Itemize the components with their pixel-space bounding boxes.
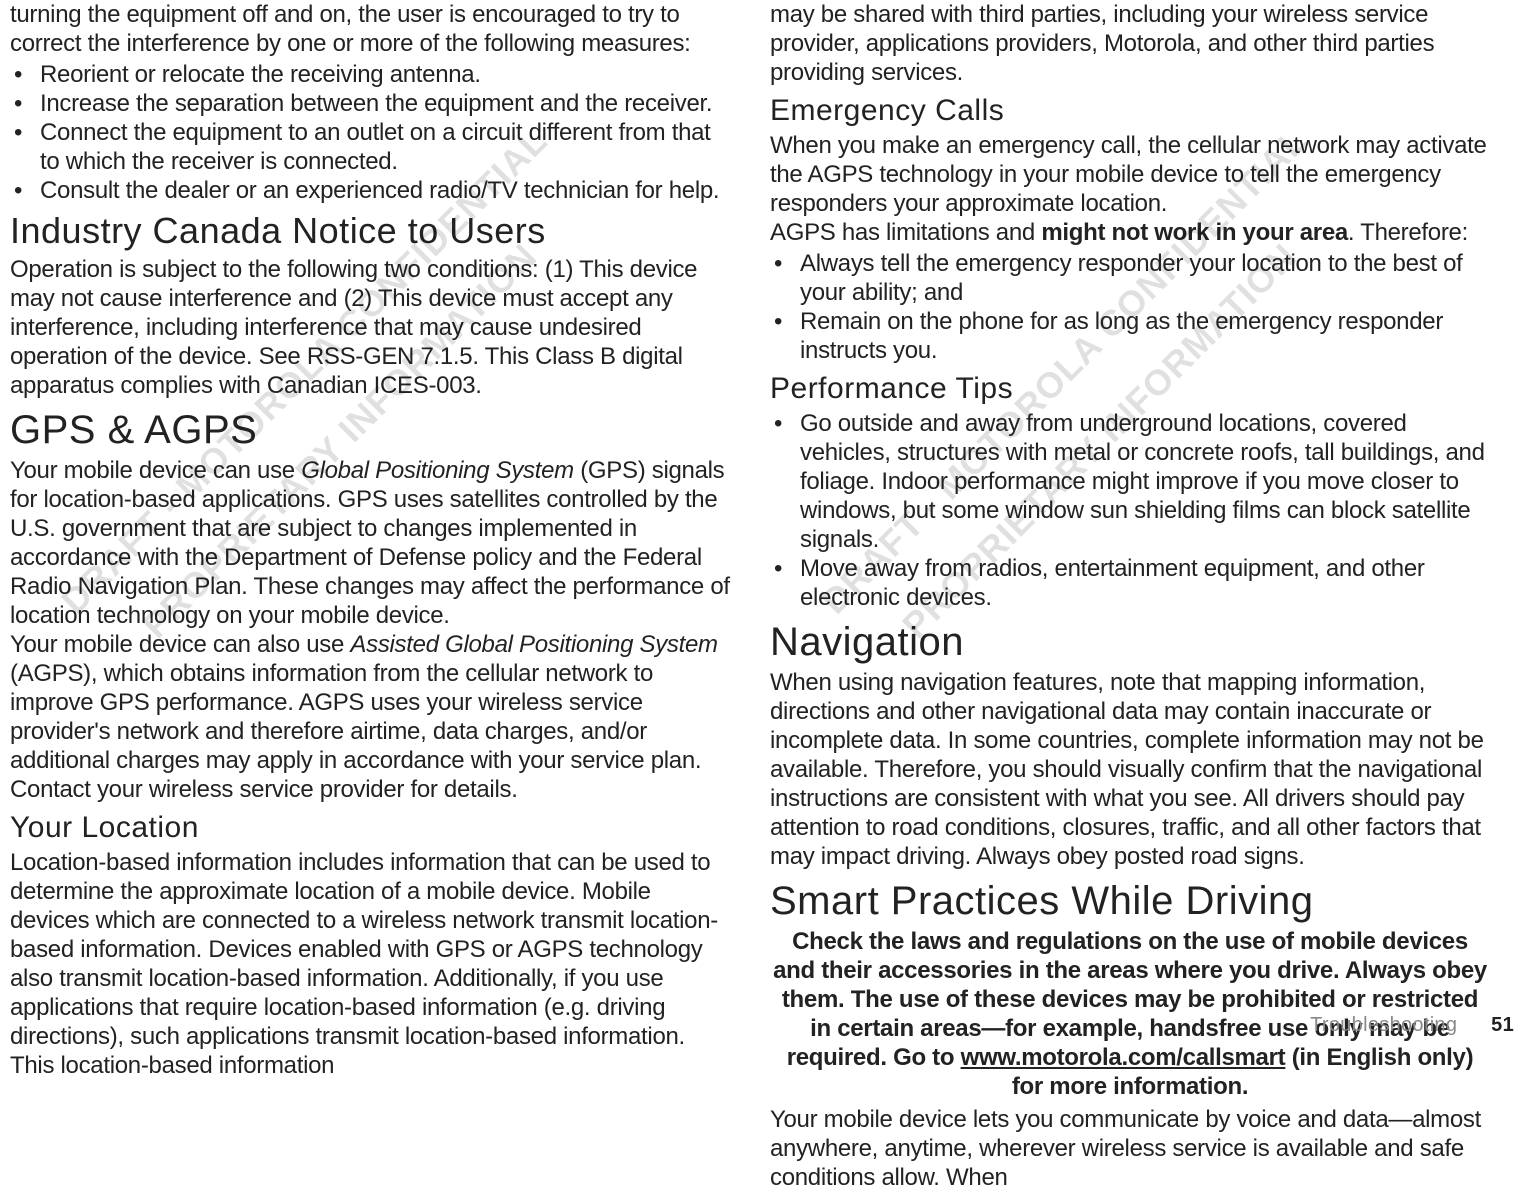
text-span: (AGPS), which obtains information from t…: [10, 660, 701, 803]
text-span-italic: Global Positioning System: [301, 457, 574, 484]
list-item: •Always tell the emergency responder you…: [770, 249, 1490, 307]
list-item: •Increase the separation between the equ…: [10, 89, 730, 118]
list-item: •Connect the equipment to an outlet on a…: [10, 118, 730, 176]
agps-limitations-text: AGPS has limitations and might not work …: [770, 218, 1490, 247]
heading-emergency-calls: Emergency Calls: [770, 93, 1490, 129]
list-item: •Move away from radios, entertainment eq…: [770, 554, 1490, 612]
list-item-text: Go outside and away from underground loc…: [800, 410, 1485, 553]
page-number: 51: [1491, 1014, 1514, 1036]
emergency-text: When you make an emergency call, the cel…: [770, 131, 1490, 218]
text-span-bold: might not work in your area: [1041, 219, 1348, 246]
your-location-text: Location-based information includes info…: [10, 848, 730, 1080]
footer-section: Troubleshooting: [1310, 1014, 1457, 1036]
list-item-text: Connect the equipment to an outlet on a …: [40, 119, 711, 175]
text-span: Your mobile device can use: [10, 457, 301, 484]
heading-gps-agps: GPS & AGPS: [10, 406, 730, 454]
list-item: •Consult the dealer or an experienced ra…: [10, 176, 730, 205]
list-item: •Reorient or relocate the receiving ante…: [10, 60, 730, 89]
emergency-list: •Always tell the emergency responder you…: [770, 249, 1490, 365]
industry-canada-text: Operation is subject to the following tw…: [10, 255, 730, 400]
left-column: DRAFT - MOTOROLA CONFIDENTIAL PROPRIETAR…: [10, 0, 730, 1192]
list-item: •Remain on the phone for as long as the …: [770, 307, 1490, 365]
fcc-measures-list: •Reorient or relocate the receiving ante…: [10, 60, 730, 205]
heading-industry-canada: Industry Canada Notice to Users: [10, 209, 730, 253]
page-footer: Troubleshooting 51: [1310, 1014, 1514, 1037]
list-item-text: Always tell the emergency responder your…: [800, 250, 1463, 306]
callsmart-link[interactable]: www.motoro­la.com/callsmart: [961, 1044, 1286, 1071]
text-span: . Therefore:: [1348, 219, 1468, 246]
text-span: AGPS has limitations and: [770, 219, 1041, 246]
text-span: Your mobile device can also use: [10, 631, 350, 658]
list-item-text: Remain on the phone for as long as the e…: [800, 308, 1443, 364]
heading-your-location: Your Location: [10, 810, 730, 846]
navigation-text: When using navigation features, note tha…: [770, 668, 1490, 871]
heading-performance-tips: Performance Tips: [770, 371, 1490, 407]
driving-closing-text: Your mobile device lets you communicate …: [770, 1105, 1490, 1192]
list-item-text: Consult the dealer or an experienced rad…: [40, 177, 719, 204]
list-item-text: Move away from radios, entertainment equ…: [800, 555, 1425, 611]
list-item: •Go outside and away from underground lo…: [770, 409, 1490, 554]
heading-navigation: Navigation: [770, 618, 1490, 666]
intro-text: turning the equipment off and on, the us…: [10, 0, 730, 58]
gps-paragraph-1: Your mobile device can use Global Positi…: [10, 456, 730, 630]
gps-paragraph-2: Your mobile device can also use Assisted…: [10, 630, 730, 804]
text-span-italic: Assisted Global Positioning System: [350, 631, 717, 658]
performance-list: •Go outside and away from underground lo…: [770, 409, 1490, 612]
list-item-text: Increase the separation between the equi…: [40, 90, 712, 117]
list-item-text: Reorient or relocate the receiving anten…: [40, 61, 481, 88]
heading-smart-practices: Smart Practices While Driving: [770, 877, 1490, 925]
shared-info-text: may be shared with third parties, includ…: [770, 0, 1490, 87]
